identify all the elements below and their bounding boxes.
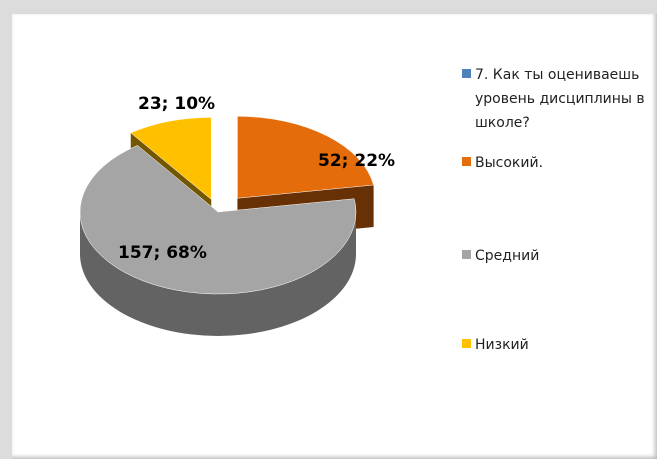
pie bbox=[79, 116, 374, 336]
legend-label: Средний bbox=[475, 248, 540, 264]
legend-item: Низкий bbox=[462, 333, 657, 357]
legend-label: 7. Как ты оцениваешь уровень дисциплины … bbox=[475, 67, 645, 131]
legend-swatch bbox=[462, 250, 471, 259]
slice bbox=[79, 145, 357, 295]
slice-side bbox=[80, 212, 356, 336]
legend-item: Средний bbox=[462, 244, 657, 268]
legend-label: Высокий. bbox=[475, 155, 544, 171]
legend-item: Высокий. bbox=[462, 151, 657, 175]
legend-swatch bbox=[462, 69, 471, 78]
legend-swatch bbox=[462, 339, 471, 348]
slice bbox=[237, 116, 374, 199]
data-label: 52; 22% bbox=[318, 151, 395, 171]
data-label: 23; 10% bbox=[138, 94, 215, 114]
legend-label: Низкий bbox=[475, 337, 529, 353]
legend-item: 7. Как ты оцениваешь уровень дисциплины … bbox=[462, 63, 657, 135]
slice bbox=[130, 117, 212, 200]
data-label: 157; 68% bbox=[118, 243, 207, 263]
legend-swatch bbox=[462, 157, 471, 166]
